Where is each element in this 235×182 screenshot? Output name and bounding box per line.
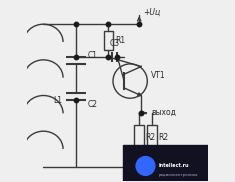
Text: радиоэлектроника: радиоэлектроника [158,173,198,177]
Text: intellect.ru: intellect.ru [158,163,189,169]
Text: R2: R2 [158,133,168,143]
Polygon shape [138,93,141,96]
Bar [123,145,208,181]
Text: C1: C1 [88,51,98,60]
Text: L1: L1 [53,96,62,105]
Text: C2: C2 [88,100,98,109]
Text: VT1: VT1 [151,71,165,80]
Text: +Uц: +Uц [143,8,160,17]
Text: R2: R2 [145,133,156,143]
Text: C3: C3 [110,39,120,48]
Text: R1: R1 [115,36,125,45]
Circle shape [136,157,155,175]
Text: выход: выход [151,108,176,117]
Bar [147,125,157,151]
Bar [103,31,114,50]
Bar [134,125,144,151]
